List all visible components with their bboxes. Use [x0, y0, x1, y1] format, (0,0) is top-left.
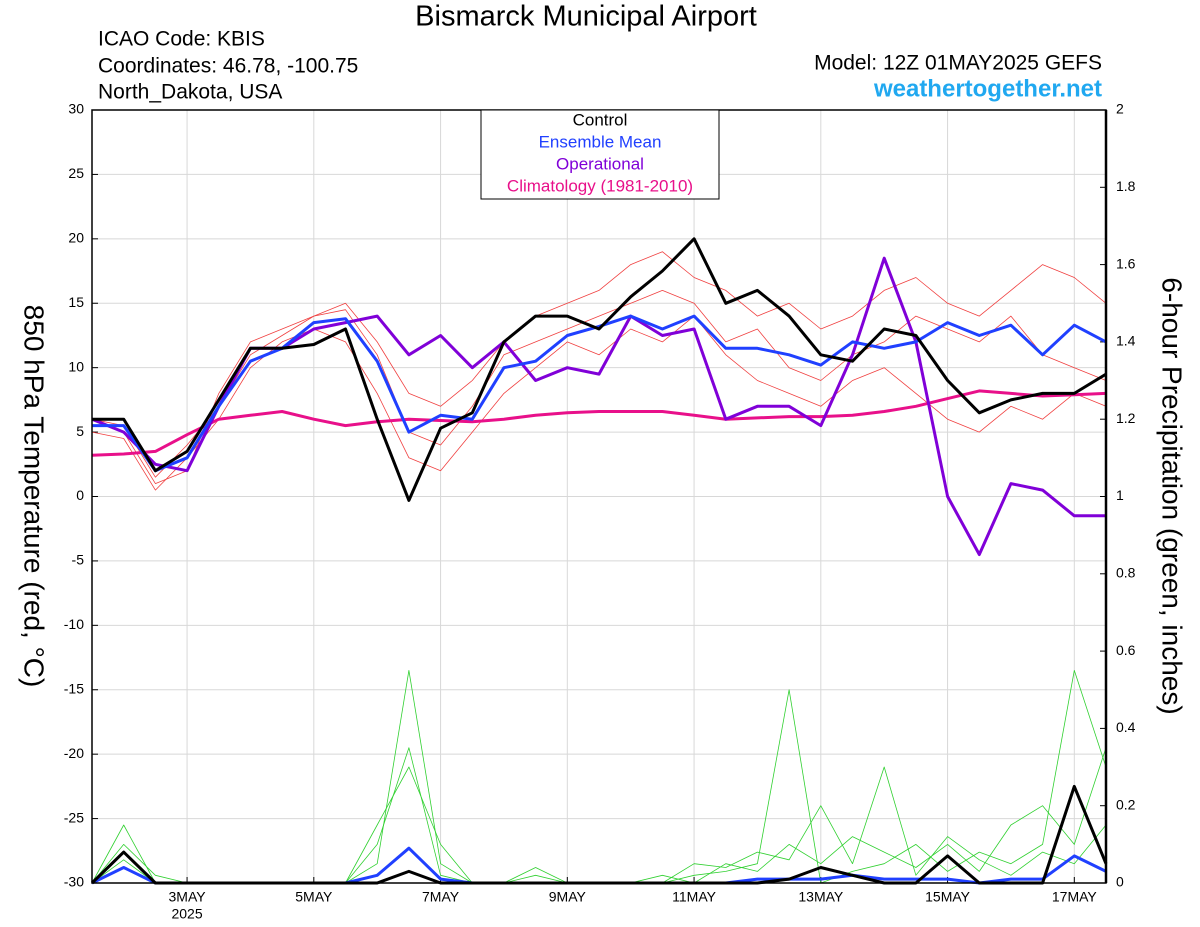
x-tick-label: 15MAY [925, 889, 971, 905]
chart-title: Bismarck Municipal Airport [415, 1, 757, 33]
series-line [90, 784, 1108, 885]
y-tick-label: 0 [76, 487, 84, 503]
series-line [91, 256, 1106, 556]
y-tick-label: 5 [76, 423, 84, 439]
y-tick-label: -20 [64, 745, 84, 761]
x-tick-label: 13MAY [798, 889, 844, 905]
series-line [91, 290, 1107, 478]
info-line: Coordinates: 46.78, -100.75 [98, 55, 358, 78]
x-year-label: 2025 [171, 906, 202, 922]
legend-entry: Climatology (1981-2010) [507, 176, 693, 195]
y-axis-label: 850 hPa Temperature (red, °C) [19, 305, 50, 688]
y2-axis-label: 6-hour Precipitation (green, inches) [1157, 277, 1188, 714]
y-tick-label: -25 [64, 809, 84, 825]
site-name: weathertogether.net [873, 75, 1102, 102]
series-line [91, 251, 1107, 484]
y2-tick-label: 1.2 [1116, 410, 1136, 426]
x-tick-label: 3MAY [169, 889, 207, 905]
legend-box [480, 109, 720, 200]
legend-entry: Operational [556, 154, 644, 173]
series-line [91, 846, 1107, 885]
y-tick-label: -15 [64, 680, 84, 696]
series-line [91, 766, 1107, 884]
y-tick-label: 20 [68, 230, 84, 246]
y2-tick-label: 0.4 [1116, 719, 1136, 735]
series-line [92, 237, 1107, 502]
y2-tick-label: 2 [1116, 101, 1124, 117]
y2-tick-label: 1.8 [1116, 178, 1136, 194]
model-info: Model: 12Z 01MAY2025 GEFS [814, 52, 1102, 75]
x-tick-label: 9MAY [549, 889, 587, 905]
y-tick-label: -5 [72, 552, 85, 568]
x-tick-label: 7MAY [422, 889, 460, 905]
x-tick-label: 17MAY [1052, 889, 1098, 905]
y-tick-label: -10 [64, 616, 84, 632]
legend-entry: Control [573, 110, 628, 129]
series-line [92, 314, 1107, 473]
series-line [91, 389, 1107, 457]
legend-entry: Ensemble Mean [539, 132, 662, 151]
y-tick-label: 30 [68, 101, 84, 117]
info-line: North_Dakota, USA [98, 81, 282, 104]
series-line [91, 670, 1107, 884]
y2-tick-label: 0.8 [1116, 565, 1136, 581]
series-line [91, 315, 1107, 491]
y-tick-label: 15 [68, 294, 84, 310]
y2-tick-label: 0.6 [1116, 642, 1136, 658]
y-tick-label: 25 [68, 165, 84, 181]
y-tick-label: 10 [68, 358, 84, 374]
y2-tick-label: 1 [1116, 487, 1124, 503]
x-tick-label: 11MAY [672, 889, 716, 905]
info-line: ICAO Code: KBIS [98, 28, 265, 51]
y2-tick-label: 1.6 [1116, 255, 1136, 271]
y-tick-label: -30 [64, 874, 84, 890]
y2-tick-label: 0 [1116, 874, 1124, 890]
y2-tick-label: 0.2 [1116, 796, 1136, 812]
x-tick-label: 5MAY [295, 889, 333, 905]
y2-tick-label: 1.4 [1116, 333, 1136, 349]
